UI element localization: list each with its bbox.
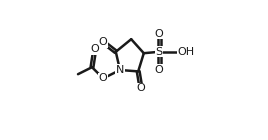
Text: O: O bbox=[99, 73, 107, 83]
Text: O: O bbox=[90, 44, 99, 54]
Text: S: S bbox=[156, 47, 163, 57]
Text: O: O bbox=[155, 65, 163, 75]
Text: OH: OH bbox=[177, 47, 195, 57]
Text: O: O bbox=[99, 37, 107, 47]
Text: O: O bbox=[137, 83, 145, 93]
Text: N: N bbox=[116, 65, 124, 75]
Text: O: O bbox=[155, 29, 163, 39]
